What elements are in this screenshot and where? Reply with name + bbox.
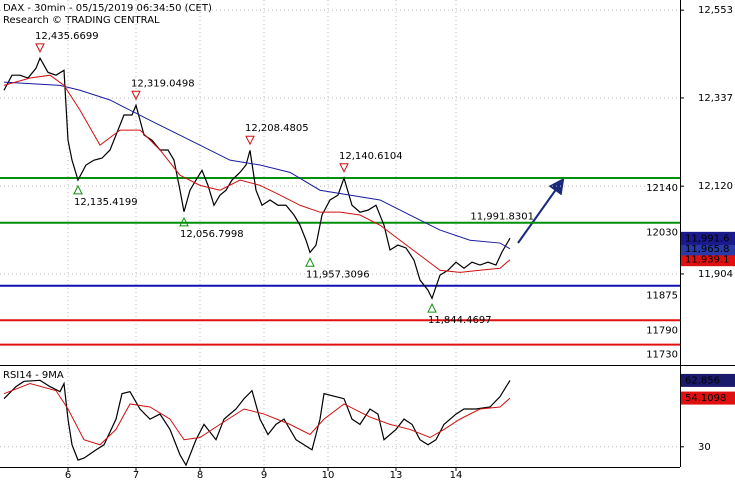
level-label: 12140: [646, 183, 678, 194]
trough-marker: [73, 184, 83, 195]
price-tag: [681, 373, 735, 387]
x-tick-label: 13: [390, 470, 403, 480]
trough-marker: [427, 303, 437, 313]
price-tag-label: 62.856: [685, 375, 720, 386]
chart-subtitle: Research © TRADING CENTRAL: [3, 15, 160, 26]
forecast-arrow: [517, 177, 565, 244]
level-label: 11730: [646, 350, 678, 361]
price-tag: [681, 231, 735, 245]
price-tag-label: 11,939.1: [685, 255, 730, 266]
trough-label: 11,844.4697: [428, 315, 492, 326]
x-tick-label: 8: [197, 470, 203, 480]
y-tick-label: 12,337: [698, 93, 733, 104]
price-tag-label: 54.1098: [685, 393, 726, 404]
series-line: [3, 383, 511, 446]
x-tick-label: 10: [322, 470, 335, 480]
trough-label: 12,056.7998: [180, 229, 244, 240]
y-tick-label: 11,904: [698, 269, 733, 280]
level-label: 12030: [646, 228, 678, 239]
trough-label: 11,957.3096: [306, 269, 370, 280]
series-line: [3, 74, 511, 273]
peak-label: 12,435.6699: [35, 31, 99, 42]
level-label: 11790: [646, 325, 678, 336]
peak-marker: [35, 43, 45, 53]
peak-label: 12,319.0498: [131, 78, 195, 89]
trough-marker: [179, 216, 189, 227]
series-line: [3, 56, 511, 300]
peak-marker: [245, 135, 255, 146]
peak-label: 12,208.4805: [245, 123, 309, 134]
peak-marker: [131, 90, 141, 101]
x-tick-label: 6: [65, 470, 71, 480]
chart-title: DAX - 30min - 05/15/2019 06:34:50 (CET): [3, 3, 212, 14]
y-tick-label: 12,120: [698, 181, 733, 192]
price-tag-label: 11,991.6: [685, 233, 730, 244]
x-tick-label: 7: [133, 470, 139, 480]
x-tick-label: 9: [261, 470, 267, 480]
peak-label: 12,140.6104: [339, 151, 403, 162]
level-label: 11875: [646, 291, 678, 302]
rsi-title: RSI14 - 9MA: [3, 370, 64, 381]
price-tag-label: 11,965.8: [685, 244, 730, 255]
y-tick-label: 30: [698, 442, 711, 453]
peak-marker: [339, 163, 349, 173]
price-tag: [681, 242, 735, 256]
price-tag: [681, 391, 735, 405]
series-line: [3, 81, 511, 250]
trough-label: 12,135.4199: [74, 197, 138, 208]
price-tag: [681, 253, 735, 267]
x-tick-label: 14: [450, 470, 463, 480]
last-price-label: 11,991.8301: [470, 211, 534, 222]
y-tick-label: 12,553: [698, 5, 733, 16]
trough-marker: [305, 257, 315, 267]
